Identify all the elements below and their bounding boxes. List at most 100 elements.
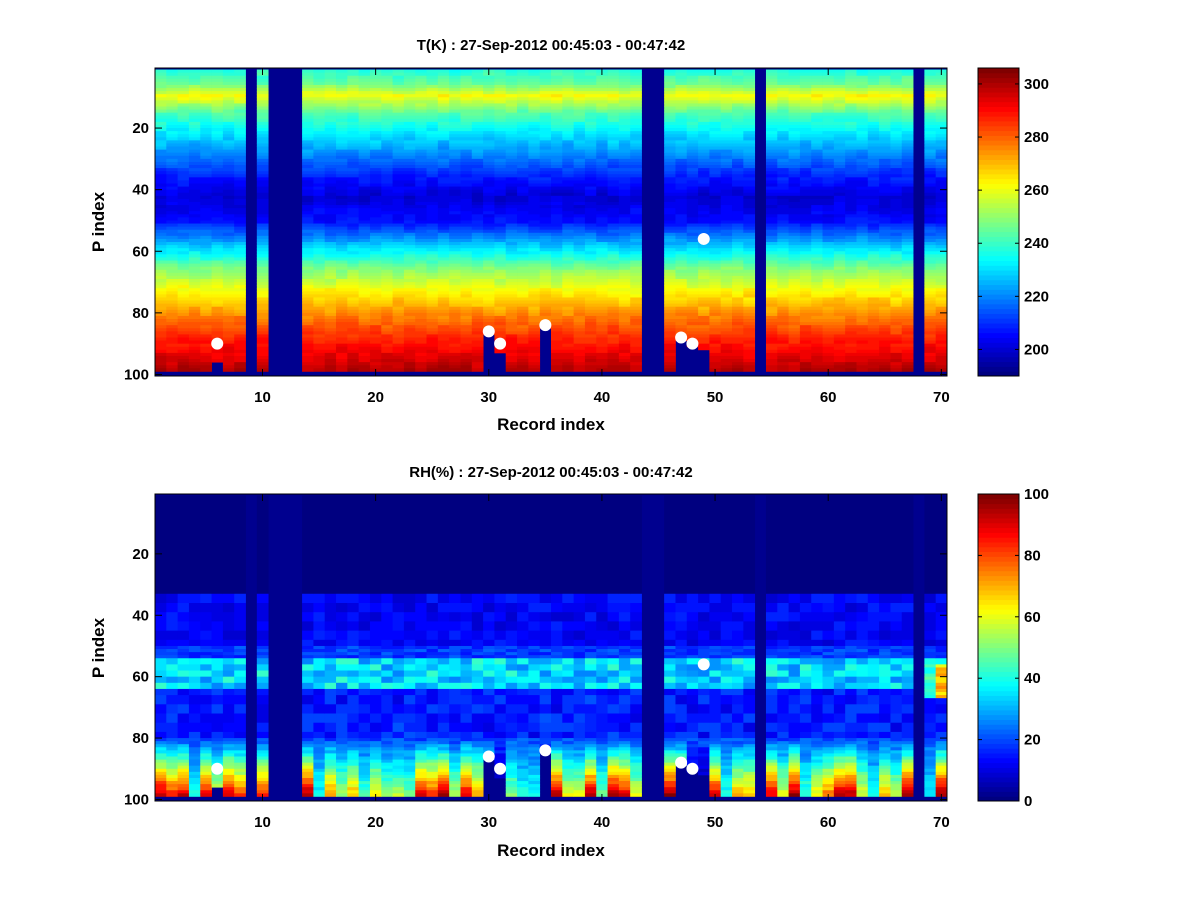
heatmap-cell bbox=[403, 118, 416, 123]
heatmap-cell bbox=[324, 331, 337, 335]
heatmap-cell bbox=[720, 288, 733, 292]
heatmap-cell bbox=[449, 251, 461, 255]
heatmap-cell bbox=[879, 325, 891, 329]
heatmap-cell bbox=[483, 312, 495, 317]
heatmap-cell bbox=[369, 152, 382, 157]
heatmap-cell bbox=[698, 192, 710, 197]
heatmap-cell bbox=[607, 263, 620, 268]
heatmap-cell bbox=[901, 359, 914, 363]
heatmap-cell bbox=[494, 238, 507, 243]
heatmap-cell bbox=[155, 168, 167, 172]
heatmap-cell bbox=[686, 288, 699, 292]
heatmap-cell bbox=[833, 232, 846, 237]
heatmap-cell bbox=[743, 346, 756, 351]
heatmap-cell bbox=[596, 195, 608, 206]
heatmap-cell bbox=[788, 121, 801, 126]
heatmap-cell bbox=[188, 306, 201, 311]
heatmap-cell bbox=[426, 312, 439, 320]
heatmap-cell bbox=[494, 266, 507, 271]
heatmap-cell bbox=[799, 165, 812, 169]
heatmap-cell bbox=[471, 161, 484, 166]
heatmap-cell bbox=[517, 349, 529, 354]
heatmap-cell bbox=[381, 97, 393, 101]
heatmap-cell bbox=[188, 352, 201, 360]
heatmap-cell bbox=[324, 149, 337, 154]
heatmap-cell bbox=[630, 365, 642, 372]
heatmap-cell bbox=[799, 171, 812, 178]
heatmap-cell bbox=[415, 201, 427, 206]
heatmap-cell bbox=[924, 109, 937, 114]
heatmap-cell bbox=[381, 291, 393, 295]
heatmap-cell bbox=[833, 365, 846, 372]
heatmap-cell bbox=[234, 238, 246, 243]
heatmap-cell bbox=[166, 84, 179, 89]
heatmap-cell bbox=[743, 309, 756, 314]
heatmap-cell bbox=[901, 306, 914, 311]
heatmap-cell bbox=[528, 251, 541, 255]
heatmap-cell bbox=[596, 322, 608, 326]
heatmap-cell bbox=[381, 343, 393, 348]
heatmap-cell bbox=[234, 337, 246, 341]
heatmap-cell bbox=[630, 254, 642, 258]
heatmap-cell bbox=[177, 257, 190, 261]
heatmap-cell bbox=[483, 168, 495, 172]
heatmap-cell bbox=[166, 303, 179, 308]
heatmap-cell bbox=[155, 309, 167, 314]
heatmap-cell bbox=[505, 106, 518, 110]
heatmap-cell bbox=[336, 319, 348, 323]
heatmap-cell bbox=[799, 235, 812, 240]
heatmap-cell bbox=[607, 100, 620, 104]
heatmap-cell bbox=[403, 91, 416, 95]
heatmap-cell bbox=[596, 171, 608, 175]
heatmap-cell bbox=[426, 81, 439, 86]
heatmap-cell bbox=[743, 291, 756, 295]
heatmap-cell bbox=[369, 312, 382, 320]
heatmap-cell bbox=[573, 300, 586, 305]
heatmap-cell bbox=[890, 312, 903, 317]
heatmap-cell bbox=[765, 343, 778, 351]
heatmap-cell bbox=[347, 152, 360, 157]
heatmap-cell bbox=[313, 171, 326, 175]
heatmap-cell bbox=[200, 229, 212, 237]
heatmap-cell bbox=[517, 146, 529, 154]
heatmap-cell bbox=[188, 254, 201, 258]
heatmap-cell bbox=[347, 352, 360, 360]
heatmap-cell bbox=[381, 248, 393, 255]
heatmap-cell bbox=[901, 121, 914, 126]
heatmap-cell bbox=[833, 362, 846, 366]
heatmap-cell bbox=[596, 115, 608, 120]
heatmap-cell bbox=[584, 355, 597, 360]
heatmap-cell bbox=[471, 288, 484, 292]
heatmap-cell bbox=[664, 362, 676, 366]
heatmap-column bbox=[822, 69, 835, 372]
heatmap-cell bbox=[528, 155, 541, 160]
heatmap-cell bbox=[551, 161, 563, 166]
heatmap-cell bbox=[867, 195, 880, 200]
heatmap-cell bbox=[584, 91, 597, 95]
heatmap-cell bbox=[426, 334, 439, 338]
heatmap-cell bbox=[471, 337, 484, 341]
heatmap-cell bbox=[822, 140, 835, 144]
heatmap-cell bbox=[799, 220, 812, 224]
heatmap-cell bbox=[924, 115, 937, 120]
heatmap-cell bbox=[788, 337, 801, 345]
heatmap-cell bbox=[879, 78, 891, 83]
heatmap-cell bbox=[833, 251, 846, 255]
heatmap-cell bbox=[879, 81, 891, 86]
heatmap-cell bbox=[166, 81, 179, 86]
heatmap-cell bbox=[426, 238, 439, 243]
heatmap-cell bbox=[403, 285, 416, 289]
heatmap-cell bbox=[336, 124, 348, 129]
heatmap-cell bbox=[664, 155, 676, 160]
heatmap-cell bbox=[166, 152, 179, 157]
heatmap-cell bbox=[358, 128, 371, 132]
heatmap-cell bbox=[449, 294, 461, 298]
heatmap-cell bbox=[539, 140, 552, 144]
heatmap-cell bbox=[607, 78, 620, 83]
heatmap-cell bbox=[630, 124, 642, 129]
heatmap-cell bbox=[664, 242, 676, 246]
heatmap-cell bbox=[551, 78, 563, 83]
heatmap-cell bbox=[879, 260, 891, 264]
heatmap-cell bbox=[392, 285, 405, 289]
heatmap-cell bbox=[211, 69, 224, 74]
